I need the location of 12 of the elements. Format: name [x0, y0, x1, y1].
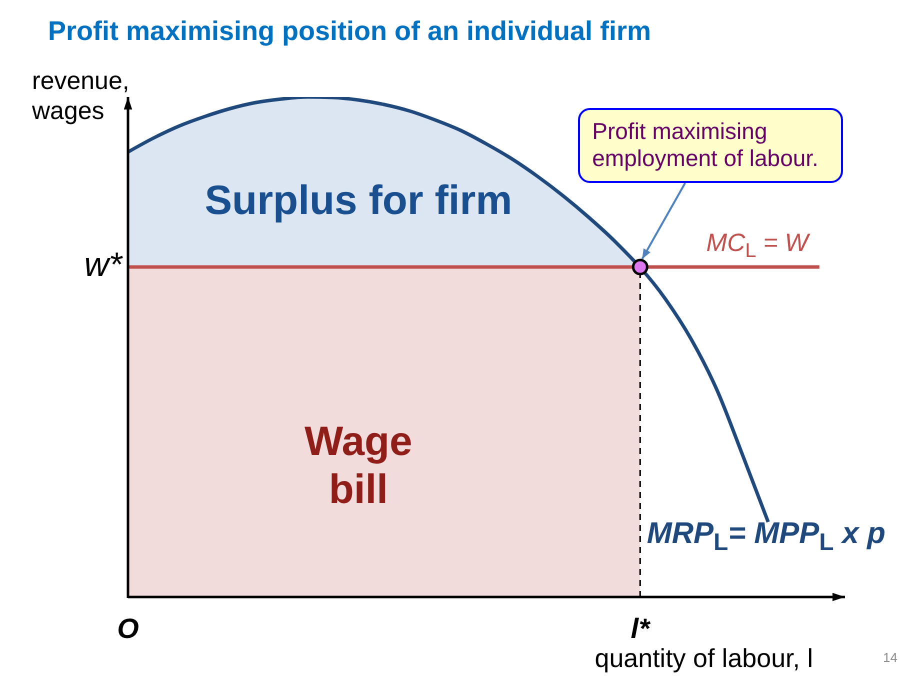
series-label: Surplus for firm	[204, 176, 514, 224]
x-tick-label: O	[117, 612, 140, 644]
y-axis-title: revenue, wages	[32, 66, 130, 126]
x-tick-label: l*	[630, 612, 651, 644]
series-label: MC$_{L}$ = W	[706, 228, 808, 262]
annotation: Profit maximising employment of labour.	[578, 108, 844, 183]
x-axis-title: quantity of labour, l	[594, 643, 813, 674]
series-label: MRP$_{L}$= MPP$_{L}$ x p	[646, 516, 886, 556]
text: 14	[883, 650, 898, 665]
text: w*	[84, 246, 122, 284]
series-label: Wage bill	[304, 417, 414, 513]
chart-title: Profit maximising position of an individual firm	[48, 16, 652, 47]
